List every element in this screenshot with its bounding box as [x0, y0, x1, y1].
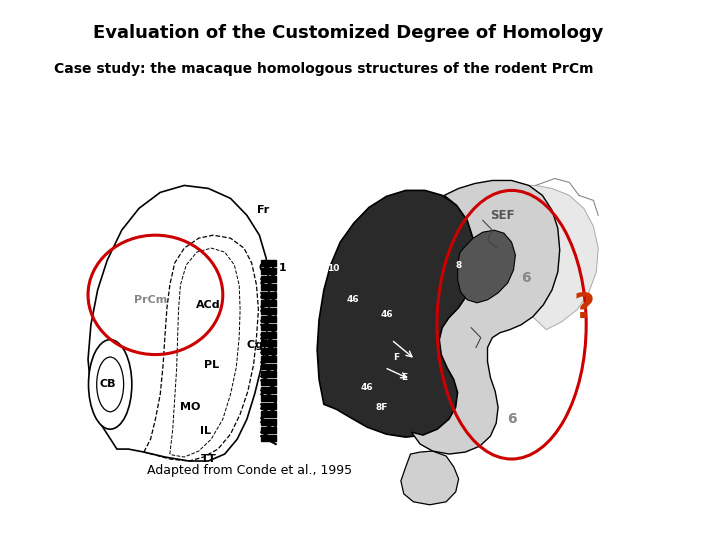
- Text: 46: 46: [380, 310, 392, 319]
- Polygon shape: [261, 395, 276, 401]
- Text: Evaluation of the Customized Degree of Homology: Evaluation of the Customized Degree of H…: [93, 24, 603, 42]
- Text: Cg 2: Cg 2: [248, 340, 275, 349]
- Polygon shape: [261, 355, 276, 361]
- Text: PrCm: PrCm: [134, 295, 167, 305]
- Polygon shape: [261, 348, 276, 354]
- Text: SEF: SEF: [490, 209, 514, 222]
- Polygon shape: [261, 276, 276, 282]
- Ellipse shape: [96, 357, 124, 412]
- Polygon shape: [261, 340, 276, 346]
- Text: 46: 46: [361, 383, 374, 392]
- Polygon shape: [261, 260, 276, 266]
- Polygon shape: [261, 387, 276, 393]
- Polygon shape: [261, 292, 276, 298]
- Text: Fr: Fr: [257, 205, 269, 215]
- Text: MO: MO: [180, 402, 200, 413]
- Polygon shape: [261, 403, 276, 409]
- Polygon shape: [529, 185, 598, 330]
- Text: ?: ?: [573, 291, 594, 325]
- Polygon shape: [261, 323, 276, 330]
- Text: PL: PL: [204, 360, 219, 369]
- Text: 8: 8: [456, 260, 462, 269]
- Polygon shape: [261, 435, 276, 441]
- Polygon shape: [261, 332, 276, 338]
- Text: Cg 1: Cg 1: [259, 263, 287, 273]
- Ellipse shape: [89, 340, 132, 429]
- Polygon shape: [261, 268, 276, 274]
- Text: E: E: [401, 373, 407, 382]
- Text: 6: 6: [521, 271, 531, 285]
- Polygon shape: [261, 380, 276, 386]
- Text: ACd: ACd: [196, 300, 220, 310]
- Polygon shape: [88, 185, 269, 461]
- Polygon shape: [411, 180, 559, 454]
- Text: Adapted from Conde et al., 1995: Adapted from Conde et al., 1995: [147, 464, 352, 477]
- Text: IL: IL: [200, 426, 211, 436]
- Text: 9: 9: [340, 224, 346, 233]
- Polygon shape: [261, 419, 276, 425]
- Polygon shape: [261, 284, 276, 290]
- Polygon shape: [317, 191, 475, 437]
- Text: 46: 46: [346, 295, 359, 305]
- Text: 8F: 8F: [375, 403, 388, 412]
- Polygon shape: [261, 427, 276, 433]
- Polygon shape: [261, 411, 276, 417]
- Text: 10: 10: [328, 264, 340, 273]
- Polygon shape: [458, 230, 516, 303]
- Text: 6: 6: [507, 412, 516, 426]
- Text: F: F: [393, 353, 399, 362]
- Polygon shape: [261, 300, 276, 306]
- Polygon shape: [401, 451, 459, 505]
- Text: CB: CB: [99, 380, 115, 389]
- Text: TT: TT: [200, 454, 216, 464]
- Text: Case study: the macaque homologous structures of the rodent PrCm: Case study: the macaque homologous struc…: [54, 62, 594, 76]
- Polygon shape: [261, 316, 276, 322]
- Polygon shape: [261, 372, 276, 377]
- Polygon shape: [261, 363, 276, 369]
- Polygon shape: [261, 308, 276, 314]
